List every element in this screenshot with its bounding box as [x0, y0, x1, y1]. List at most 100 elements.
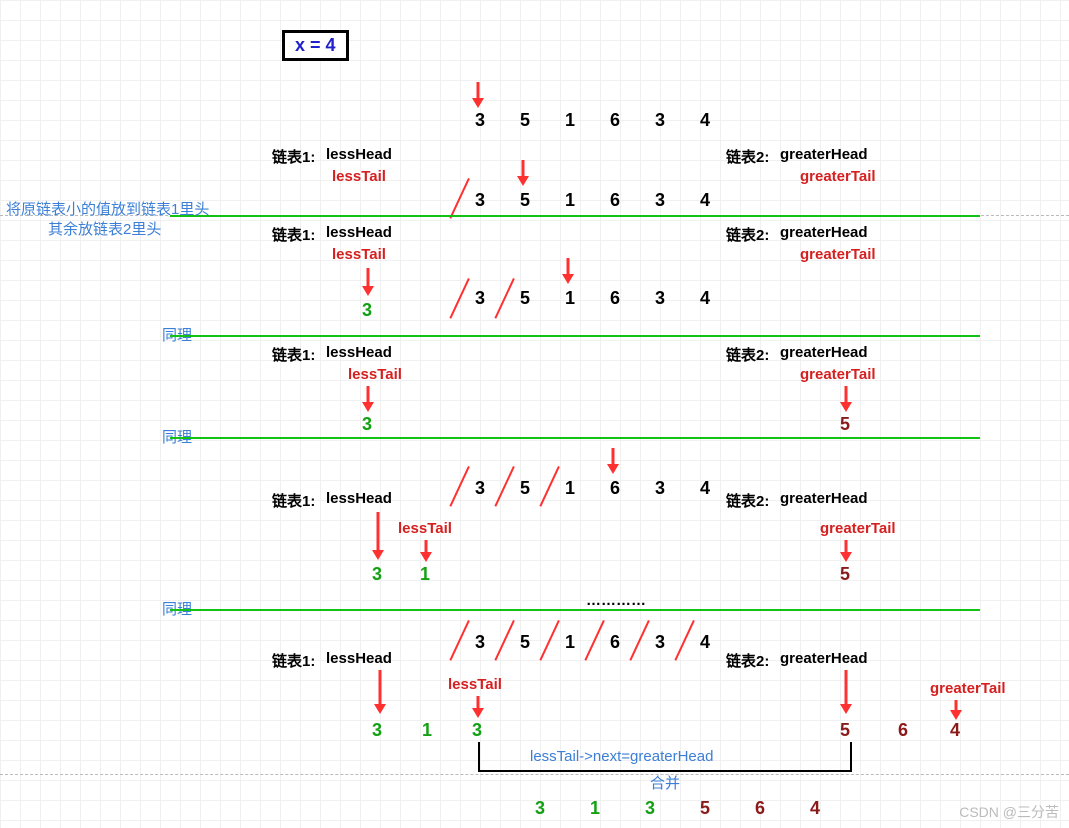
x-box: x = 4 [282, 30, 349, 61]
s1-l1: 链表1: [272, 146, 315, 167]
s2-l2: 链表2: [726, 224, 769, 245]
blue-note-2: 其余放链表2里头 [48, 218, 161, 239]
merge-label: 合并 [650, 772, 680, 793]
s4-less-arrow2 [418, 540, 434, 562]
s4-greater-5: 5 [840, 564, 850, 585]
row4-strike-5 [674, 620, 694, 661]
series-num: 3 [655, 478, 665, 499]
row3-arrow [605, 448, 621, 474]
row3-strike-1 [494, 466, 514, 507]
fl-1: 1 [422, 720, 432, 741]
s3-greater-5: 5 [840, 414, 850, 435]
series-num: 3 [655, 190, 665, 211]
s2-lessHead: lessHead [326, 224, 392, 241]
merged-num: 6 [755, 798, 765, 819]
row2-strike-1 [494, 278, 514, 319]
s3-less-3: 3 [362, 414, 372, 435]
s4-less-1: 1 [420, 564, 430, 585]
series-num: 4 [700, 478, 710, 499]
s2-lessTail: lessTail [332, 246, 386, 263]
s3-greater-arrow [838, 386, 854, 412]
series-num: 3 [475, 478, 485, 499]
s4-greaterTail: greaterTail [820, 520, 896, 537]
sf-greater-arrow2 [948, 700, 964, 720]
series-num: 3 [475, 190, 485, 211]
s4-less-3: 3 [372, 564, 382, 585]
merged-num: 3 [535, 798, 545, 819]
fl-3a: 3 [372, 720, 382, 741]
fl-3b: 3 [472, 720, 482, 741]
sf-greater-arrow1 [838, 670, 854, 714]
dash-line-2 [0, 774, 1069, 775]
blue-note-1: 将原链表小的值放到链表1里头 [6, 198, 209, 219]
row4-strike-0 [449, 620, 469, 661]
merged-num: 4 [810, 798, 820, 819]
s4-l2: 链表2: [726, 490, 769, 511]
row2-arrow [560, 258, 576, 284]
series-num: 5 [520, 478, 530, 499]
row3-strike-2 [539, 466, 559, 507]
watermark: CSDN @三分苦 [959, 802, 1059, 822]
row4-strike-4 [629, 620, 649, 661]
s1-l2: 链表2: [726, 146, 769, 167]
s2-l1: 链表1: [272, 224, 315, 245]
row0-arrow [470, 82, 486, 108]
series-num: 5 [520, 288, 530, 309]
series-num: 4 [700, 110, 710, 131]
series-num: 4 [700, 288, 710, 309]
series-num: 6 [610, 288, 620, 309]
series-num: 3 [655, 110, 665, 131]
s3-less-arrow [360, 386, 376, 412]
merged-num: 5 [700, 798, 710, 819]
s1-lessHead: lessHead [326, 146, 392, 163]
series-num: 4 [700, 632, 710, 653]
s4-lessHead: lessHead [326, 490, 392, 507]
row2-strike-0 [449, 278, 469, 319]
row4-strike-1 [494, 620, 514, 661]
series-num: 1 [565, 110, 575, 131]
s4-greaterHead: greaterHead [780, 490, 868, 507]
row1-arrow [515, 160, 531, 186]
series-num: 5 [520, 632, 530, 653]
fg-5: 5 [840, 720, 850, 741]
s4-less-arrow1 [370, 512, 386, 560]
merge-note: lessTail->next=greaterHead [530, 748, 713, 765]
series-num: 3 [655, 288, 665, 309]
green-line-2 [170, 335, 980, 337]
series-num: 1 [565, 190, 575, 211]
sf-greaterTail: greaterTail [930, 680, 1006, 697]
row4-strike-2 [539, 620, 559, 661]
s4-greater-arrow [838, 540, 854, 562]
series-num: 3 [655, 632, 665, 653]
series-num: 1 [565, 632, 575, 653]
s3-l2: 链表2: [726, 344, 769, 365]
series-num: 6 [610, 632, 620, 653]
series-num: 6 [610, 110, 620, 131]
s2-less-arrow [360, 268, 376, 296]
series-num: 4 [700, 190, 710, 211]
green-line-3 [170, 437, 980, 439]
s2-less-3: 3 [362, 300, 372, 321]
series-num: 6 [610, 190, 620, 211]
s4-l1: 链表1: [272, 490, 315, 511]
s2-greaterTail: greaterTail [800, 246, 876, 263]
series-num: 3 [475, 632, 485, 653]
s3-greaterHead: greaterHead [780, 344, 868, 361]
green-line-1 [170, 215, 980, 217]
fg-6: 6 [898, 720, 908, 741]
merged-num: 3 [645, 798, 655, 819]
series-num: 5 [520, 190, 530, 211]
sf-l1: 链表1: [272, 650, 315, 671]
fg-4: 4 [950, 720, 960, 741]
s1-greaterTail: greaterTail [800, 168, 876, 185]
row3-strike-0 [449, 466, 469, 507]
s3-greaterTail: greaterTail [800, 366, 876, 383]
row1-strike-0 [449, 178, 469, 219]
series-num: 1 [565, 288, 575, 309]
sf-l2: 链表2: [726, 650, 769, 671]
dots: ………… [586, 592, 646, 609]
s1-lessTail: lessTail [332, 168, 386, 185]
sf-greaterHead: greaterHead [780, 650, 868, 667]
sf-lessHead: lessHead [326, 650, 392, 667]
s3-l1: 链表1: [272, 344, 315, 365]
